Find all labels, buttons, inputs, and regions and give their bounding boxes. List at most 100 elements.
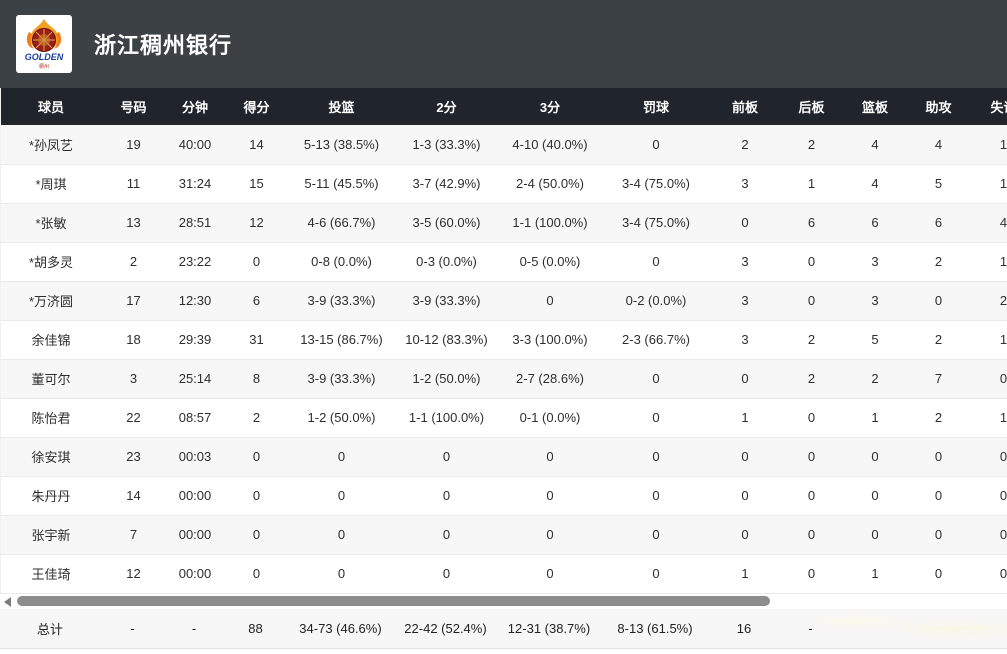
ft-cell: 0 — [601, 398, 711, 438]
points-cell: 2 — [224, 398, 289, 438]
reb-cell: 0 — [844, 515, 906, 555]
2pt-cell: 1-3 (33.3%) — [394, 125, 499, 165]
3pt-cell: 0 — [499, 281, 601, 321]
ft-cell: 0 — [601, 242, 711, 282]
player-row: *胡多灵 2 23:22 0 0-8 (0.0%) 0-3 (0.0%) 0-5… — [1, 242, 1007, 282]
number-cell: 19 — [101, 125, 166, 165]
horizontal-scrollbar[interactable] — [0, 593, 1007, 609]
tov-cell: 0 — [971, 476, 1007, 516]
reb-cell: 1 — [844, 398, 906, 438]
player-name-cell: *张敏 — [1, 203, 101, 243]
dreb-cell: 2 — [779, 359, 844, 399]
3pt-cell: 1-1 (100.0%) — [499, 203, 601, 243]
col-header-3pt: 3分 — [499, 88, 601, 125]
svg-text:GOLDEN: GOLDEN — [25, 52, 64, 62]
points-cell: 0 — [224, 476, 289, 516]
points-cell: 8 — [224, 359, 289, 399]
dreb-cell: 0 — [779, 398, 844, 438]
points-cell: 14 — [224, 125, 289, 165]
reb-cell: 0 — [844, 437, 906, 477]
reb-cell: 4 — [844, 164, 906, 204]
ast-cell: 2 — [906, 242, 971, 282]
fg-cell: 0-8 (0.0%) — [289, 242, 394, 282]
number-cell: 22 — [101, 398, 166, 438]
player-row: 徐安琪 23 00:03 0 0 0 0 0 0 0 0 0 0 — [1, 437, 1007, 477]
player-row: 王佳琦 12 00:00 0 0 0 0 0 1 0 1 0 0 — [1, 554, 1007, 594]
points-cell: 15 — [224, 164, 289, 204]
oreb-cell: 2 — [711, 125, 779, 165]
number-cell: 23 — [101, 437, 166, 477]
3pt-cell: 3-3 (100.0%) — [499, 320, 601, 360]
ft-cell: 3-4 (75.0%) — [601, 203, 711, 243]
dreb-cell: 2 — [779, 125, 844, 165]
ft-cell: 3-4 (75.0%) — [601, 164, 711, 204]
oreb-cell: 0 — [711, 437, 779, 477]
points-cell: 0 — [224, 554, 289, 594]
dreb-cell: 0 — [779, 242, 844, 282]
player-name-cell: *胡多灵 — [1, 242, 101, 282]
2pt-cell: 0-3 (0.0%) — [394, 242, 499, 282]
ft-cell: 0 — [601, 125, 711, 165]
ft-cell: 0 — [601, 359, 711, 399]
oreb-cell: 3 — [711, 242, 779, 282]
3pt-cell: 0 — [499, 476, 601, 516]
player-row: 余佳锦 18 29:39 31 13-15 (86.7%) 10-12 (83.… — [1, 320, 1007, 360]
oreb-cell: 0 — [711, 476, 779, 516]
number-cell: 3 — [101, 359, 166, 399]
dreb-cell: 6 — [779, 203, 844, 243]
fg-cell: 5-11 (45.5%) — [289, 164, 394, 204]
totals-3pt: 12-31 (38.7%) — [498, 608, 600, 649]
2pt-cell: 3-7 (42.9%) — [394, 164, 499, 204]
totals-reb — [843, 608, 905, 649]
ft-cell: 2-3 (66.7%) — [601, 320, 711, 360]
3pt-cell: 0 — [499, 515, 601, 555]
totals-oreb: 16 — [710, 608, 778, 649]
3pt-cell: 0-5 (0.0%) — [499, 242, 601, 282]
2pt-cell: 3-9 (33.3%) — [394, 281, 499, 321]
totals-label: 总计 — [0, 608, 100, 649]
player-name-cell: *周琪 — [1, 164, 101, 204]
flaming-basketball-icon: GOLDEN 稠州 — [25, 19, 64, 70]
player-row: 朱丹丹 14 00:00 0 0 0 0 0 0 0 0 0 0 — [1, 476, 1007, 516]
points-cell: 0 — [224, 515, 289, 555]
tov-cell: 0 — [971, 359, 1007, 399]
tov-cell: 1 — [971, 125, 1007, 165]
ast-cell: 6 — [906, 203, 971, 243]
col-header-fg: 投篮 — [289, 88, 394, 125]
minutes-cell: 28:51 — [166, 203, 224, 243]
player-row: *张敏 13 28:51 12 4-6 (66.7%) 3-5 (60.0%) … — [1, 203, 1007, 243]
fg-cell: 0 — [289, 515, 394, 555]
fg-cell: 0 — [289, 476, 394, 516]
player-name-cell: 陈怡君 — [1, 398, 101, 438]
fg-cell: 3-9 (33.3%) — [289, 281, 394, 321]
ast-cell: 0 — [906, 515, 971, 555]
fg-cell: 4-6 (66.7%) — [289, 203, 394, 243]
player-row: 董可尔 3 25:14 8 3-9 (33.3%) 1-2 (50.0%) 2-… — [1, 359, 1007, 399]
oreb-cell: 1 — [711, 554, 779, 594]
col-header-reb: 篮板 — [844, 88, 906, 125]
totals-dreb: - — [778, 608, 843, 649]
minutes-cell: 00:00 — [166, 476, 224, 516]
3pt-cell: 0 — [499, 554, 601, 594]
2pt-cell: 10-12 (83.3%) — [394, 320, 499, 360]
totals-2pt: 22-42 (52.4%) — [393, 608, 498, 649]
points-cell: 0 — [224, 437, 289, 477]
player-rows: *孙凤艺 19 40:00 14 5-13 (38.5%) 1-3 (33.3%… — [1, 125, 1007, 594]
scroll-left-arrow-icon[interactable] — [4, 596, 11, 607]
scrollbar-thumb[interactable] — [17, 595, 770, 606]
ast-cell: 2 — [906, 398, 971, 438]
fg-cell: 13-15 (86.7%) — [289, 320, 394, 360]
reb-cell: 1 — [844, 554, 906, 594]
oreb-cell: 3 — [711, 164, 779, 204]
dreb-cell: 0 — [779, 437, 844, 477]
dreb-cell: 0 — [779, 281, 844, 321]
3pt-cell: 2-4 (50.0%) — [499, 164, 601, 204]
dreb-cell: 2 — [779, 320, 844, 360]
number-cell: 18 — [101, 320, 166, 360]
totals-tov — [970, 608, 1007, 649]
minutes-cell: 08:57 — [166, 398, 224, 438]
2pt-cell: 1-1 (100.0%) — [394, 398, 499, 438]
ast-cell: 0 — [906, 281, 971, 321]
team-name-title: 浙江稠州银行 — [94, 33, 233, 58]
dreb-cell: 1 — [779, 164, 844, 204]
